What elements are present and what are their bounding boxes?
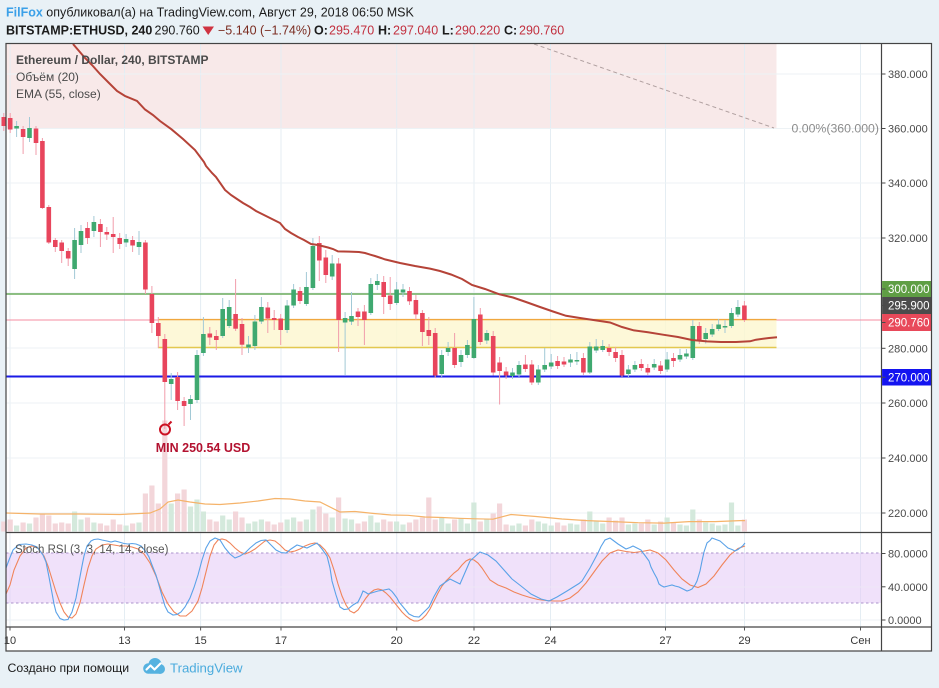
svg-text:297.040: 297.040 [393,24,438,38]
svg-text:Объём (20): Объём (20) [16,70,79,84]
svg-text:17: 17 [275,635,287,647]
svg-text:29: 29 [738,635,750,647]
svg-text:22: 22 [468,635,480,647]
svg-text:220.000: 220.000 [888,508,928,520]
svg-text:−5.140 (−1.74%): −5.140 (−1.74%) [218,24,311,38]
svg-text:TradingView: TradingView [170,661,243,676]
svg-text:80.0000: 80.0000 [888,549,928,561]
svg-text:Сен: Сен [850,635,870,647]
svg-text:Stoch RSI (3, 3, 14, 14, close: Stoch RSI (3, 3, 14, 14, close) [15,544,169,556]
svg-text:Ethereum / Dollar, 240, BITSTA: Ethereum / Dollar, 240, BITSTAMP [16,53,209,67]
svg-text:C:: C: [504,24,517,38]
svg-text:360.000: 360.000 [888,124,928,136]
svg-text:24: 24 [544,635,556,647]
svg-text:290.220: 290.220 [455,24,500,38]
svg-text:L:: L: [442,24,454,38]
svg-text:280.000: 280.000 [888,343,928,355]
svg-text:Создано при помощи: Создано при помощи [8,661,130,675]
svg-text:0.00%(360.000): 0.00%(360.000) [791,122,879,136]
svg-text:260.000: 260.000 [888,398,928,410]
svg-text:270.000: 270.000 [888,372,930,384]
svg-text:27: 27 [659,635,671,647]
svg-text:320.000: 320.000 [888,233,928,245]
svg-text:MIN 250.54 USD: MIN 250.54 USD [156,441,250,455]
svg-text:15: 15 [194,635,206,647]
svg-text:380.000: 380.000 [888,69,928,81]
svg-text:O:: O: [314,24,328,38]
svg-text:0.0000: 0.0000 [888,615,922,627]
svg-text:H:: H: [378,24,391,38]
svg-text:240.000: 240.000 [888,453,928,465]
svg-text:295.470: 295.470 [329,24,374,38]
svg-text:295.900: 295.900 [888,301,930,313]
svg-text:BITSTAMP:ETHUSD, 240: BITSTAMP:ETHUSD, 240 [6,24,152,38]
svg-text:20: 20 [391,635,403,647]
svg-text:290.760: 290.760 [888,318,930,330]
svg-text:10: 10 [4,635,16,647]
svg-text:40.0000: 40.0000 [888,582,928,594]
svg-text:300.000: 300.000 [888,284,930,296]
svg-text:290.760: 290.760 [519,24,564,38]
svg-text:13: 13 [118,635,130,647]
svg-text:290.760: 290.760 [155,24,200,38]
svg-text:EMA (55, close): EMA (55, close) [16,87,101,101]
svg-text:FilFox опубликовал(а) на Tradi: FilFox опубликовал(а) на TradingView.com… [6,6,415,20]
svg-text:340.000: 340.000 [888,178,928,190]
